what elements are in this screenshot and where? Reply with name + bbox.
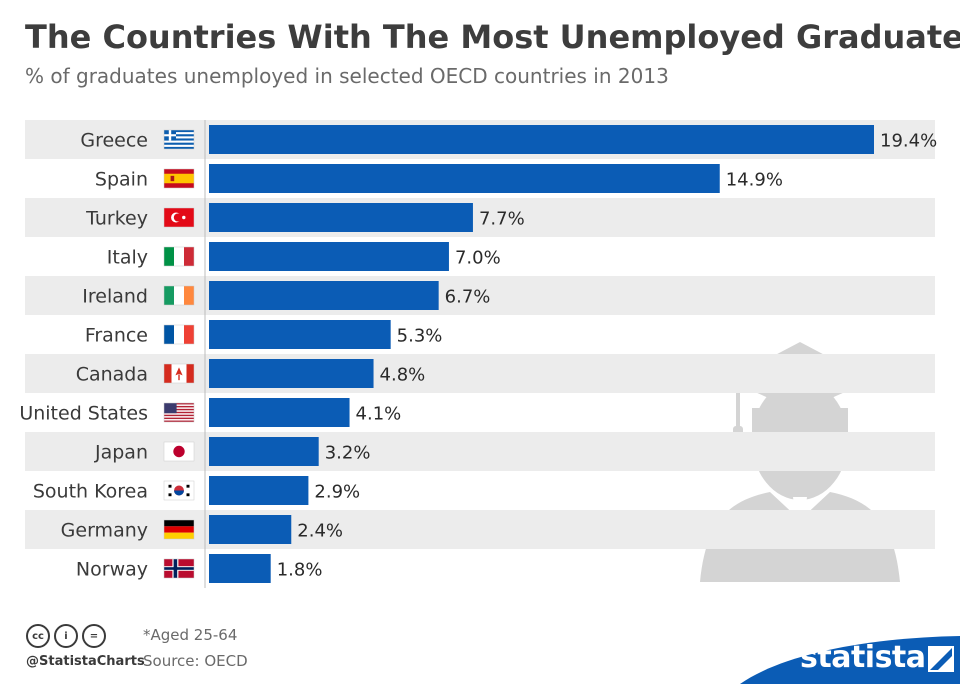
norway-flag-icon (163, 558, 195, 579)
united-states-flag-icon (163, 402, 195, 423)
statista-brand-block (740, 636, 960, 684)
france-flag-icon (163, 324, 195, 345)
bar-chart: Greece 19.4% Spain 14.9% Turkey 7.7% Italy 7.0%… (19, 120, 937, 588)
value-label: 14.9% (726, 170, 783, 191)
statista-logo-icon (928, 646, 954, 672)
value-label: 3.2% (325, 443, 371, 464)
bar (209, 320, 391, 349)
canada-flag-icon (163, 363, 195, 384)
row-stripe (25, 354, 935, 393)
bar (209, 476, 309, 505)
creative-commons-icon: cc (26, 624, 50, 648)
twitter-handle: @StatistaCharts (26, 654, 145, 669)
bar (209, 125, 874, 154)
category-label: Italy (107, 247, 148, 269)
value-label: 4.8% (380, 365, 426, 386)
category-label: Canada (76, 364, 148, 386)
category-label: France (85, 325, 148, 347)
germany-flag-icon (163, 519, 195, 540)
spain-flag-icon (163, 168, 195, 189)
category-label: South Korea (33, 481, 148, 503)
value-label: 2.4% (297, 521, 343, 542)
bar (209, 164, 720, 193)
turkey-flag-icon (163, 207, 195, 228)
value-label: 2.9% (314, 482, 360, 503)
value-label: 7.7% (479, 209, 525, 230)
bar (209, 242, 449, 271)
category-label: Turkey (85, 208, 148, 230)
value-label: 7.0% (455, 248, 501, 269)
value-label: 5.3% (397, 326, 443, 347)
bar (209, 281, 439, 310)
bar (209, 554, 271, 583)
no-derivatives-icon: = (82, 624, 106, 648)
bar (209, 515, 292, 544)
bar (209, 437, 319, 466)
italy-flag-icon (163, 246, 195, 267)
statista-logo-text: statista (800, 640, 926, 675)
value-label: 1.8% (277, 560, 323, 581)
category-label: Japan (94, 442, 148, 464)
value-label: 6.7% (445, 287, 491, 308)
category-label: Spain (95, 169, 148, 191)
ireland-flag-icon (163, 285, 195, 306)
japan-flag-icon (163, 441, 195, 462)
category-label: Greece (80, 130, 148, 152)
value-label: 4.1% (356, 404, 402, 425)
footnote: *Aged 25-64 (143, 626, 238, 644)
bar (209, 398, 350, 427)
attribution-icon: i (54, 624, 78, 648)
south-korea-flag-icon (163, 480, 195, 501)
category-label: Germany (61, 520, 148, 542)
category-label: Norway (76, 559, 148, 581)
value-label: 19.4% (880, 131, 937, 152)
bar (209, 359, 374, 388)
category-label: United States (19, 403, 148, 425)
row-stripe (25, 432, 935, 471)
category-label: Ireland (82, 286, 148, 308)
chart-title: The Countries With The Most Unemployed G… (25, 18, 960, 56)
greece-flag-icon (163, 129, 195, 150)
license-icons: cc i = (26, 624, 106, 648)
row-stripe (25, 510, 935, 549)
source-note: Source: OECD (143, 652, 248, 670)
bar (209, 203, 473, 232)
chart-subtitle: % of graduates unemployed in selected OE… (25, 64, 669, 88)
